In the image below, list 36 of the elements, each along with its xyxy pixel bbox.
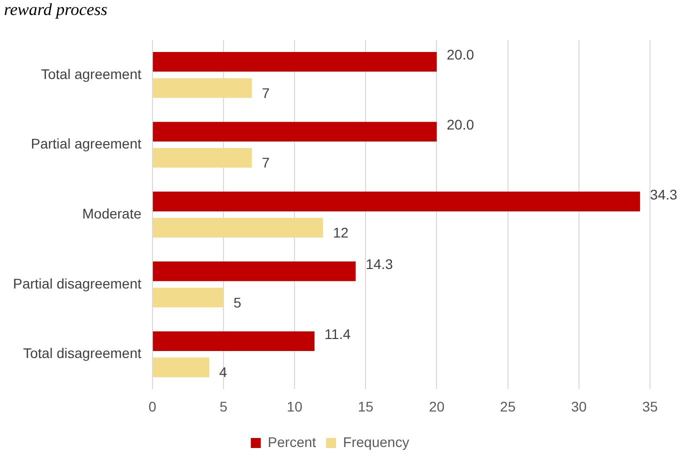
bar xyxy=(152,148,252,168)
bar xyxy=(152,331,314,352)
x-tick-label: 10 xyxy=(286,398,303,414)
x-tick-label: 15 xyxy=(358,398,374,414)
x-tick-label: 30 xyxy=(571,398,587,414)
data-label: 20.0 xyxy=(446,46,474,63)
data-label: 7 xyxy=(262,84,270,101)
x-tick-label: 5 xyxy=(220,398,228,414)
data-label: 12 xyxy=(333,224,349,241)
y-tick-label: Total agreement xyxy=(40,66,142,82)
x-tick-label: 0 xyxy=(148,398,156,414)
bar xyxy=(152,192,640,212)
bar xyxy=(152,358,210,378)
y-tick-label: Partial agreement xyxy=(30,136,142,152)
y-tick-label: Moderate xyxy=(82,205,142,222)
legend-label: Percent xyxy=(268,434,316,450)
y-tick-label: Total disagreement xyxy=(23,345,142,362)
x-tick-label: 25 xyxy=(500,398,516,414)
bar xyxy=(152,262,356,282)
bar xyxy=(152,218,324,238)
data-label: 7 xyxy=(262,154,270,171)
bar xyxy=(152,52,437,72)
data-label: 20.0 xyxy=(446,116,474,133)
data-label: 4 xyxy=(219,364,228,380)
bar xyxy=(152,288,224,308)
legend-label: Frequency xyxy=(343,434,410,450)
bar xyxy=(152,122,437,142)
bar xyxy=(152,78,252,98)
x-tick-label: 20 xyxy=(428,398,445,414)
chart-title: reward process xyxy=(4,0,108,20)
data-label: 5 xyxy=(233,294,242,310)
data-label: 14.3 xyxy=(366,256,394,272)
x-tick-label: 35 xyxy=(642,398,658,414)
y-tick-label: Partial disagreement xyxy=(12,275,142,292)
data-label: 11.4 xyxy=(324,326,351,342)
data-label: 34.3 xyxy=(650,186,678,202)
